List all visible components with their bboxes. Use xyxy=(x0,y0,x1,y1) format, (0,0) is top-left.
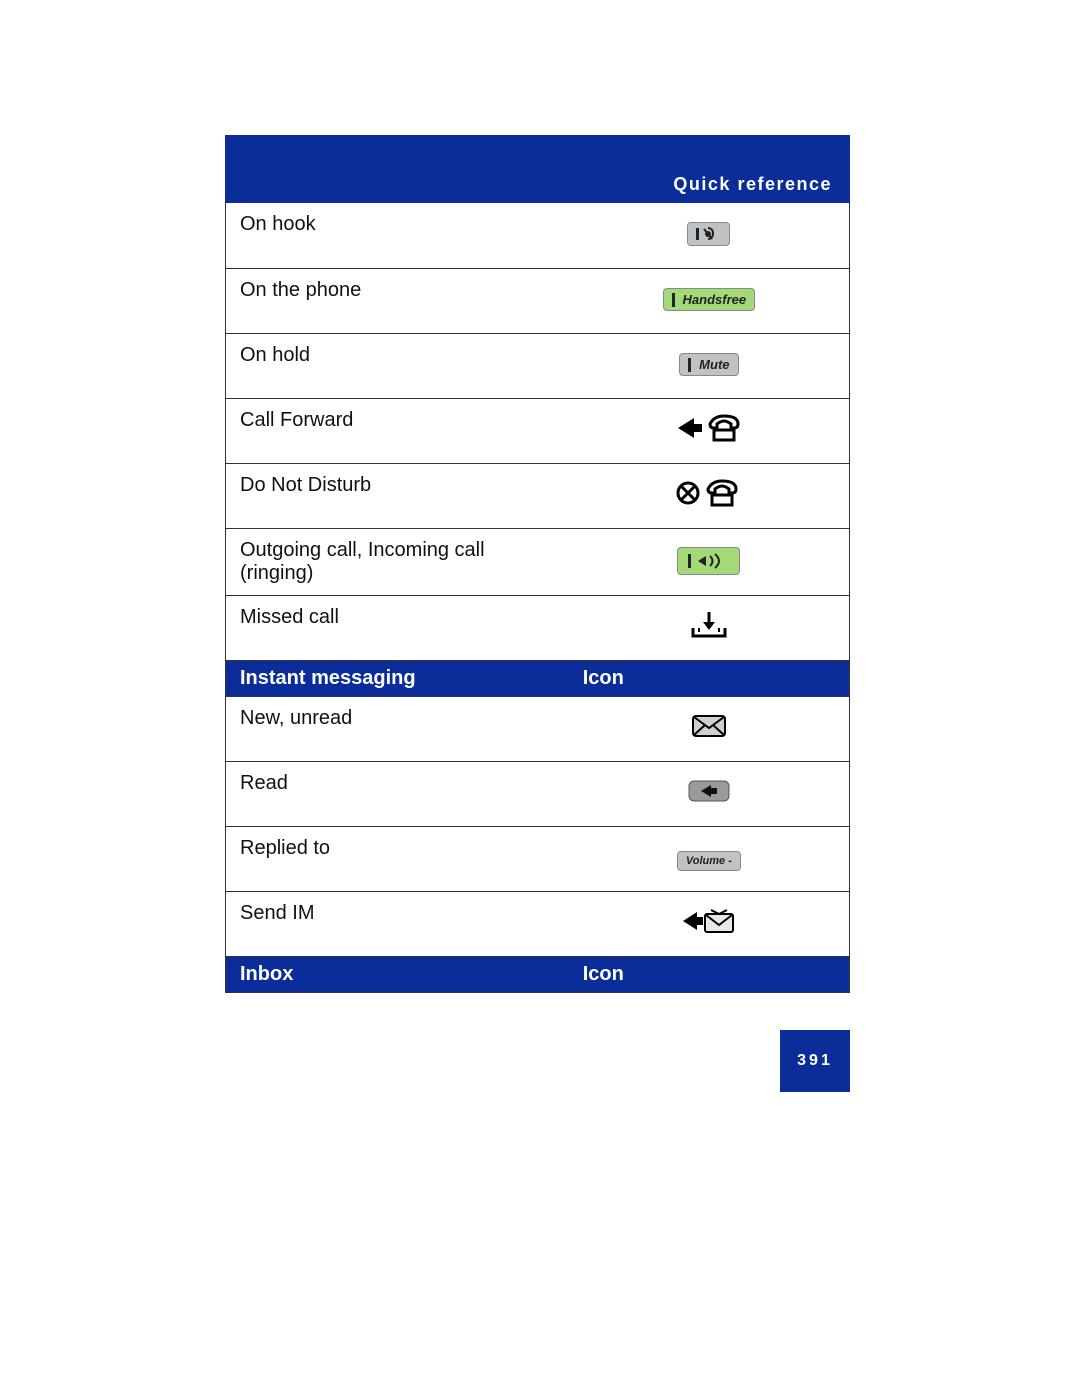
icon-cell-replied: Volume - xyxy=(569,826,850,891)
label-on-hook: On hook xyxy=(226,203,569,268)
mute-pill: Mute xyxy=(679,353,738,376)
row-call-forward: Call Forward xyxy=(226,398,850,463)
missed-call-icon xyxy=(689,610,729,640)
im-header-icon: Icon xyxy=(569,660,850,696)
icon-cell-ringing xyxy=(569,528,850,595)
dnd-icon xyxy=(674,475,744,511)
label-new-unread: New, unread xyxy=(226,696,569,761)
volume-pill: Volume - xyxy=(677,851,741,871)
label-call-forward: Call Forward xyxy=(226,398,569,463)
row-dnd: Do Not Disturb xyxy=(226,463,850,528)
icon-cell-on-phone: Handsfree xyxy=(569,268,850,333)
page-container: Quick reference On hook On the phone Han… xyxy=(225,135,850,993)
volume-pill-text: Volume - xyxy=(686,855,732,867)
label-ringing: Outgoing call, Incoming call (ringing) xyxy=(226,528,569,595)
label-dnd: Do Not Disturb xyxy=(226,463,569,528)
handsfree-pill-text: Handsfree xyxy=(683,292,747,307)
icon-cell-send-im xyxy=(569,891,850,956)
label-on-phone: On the phone xyxy=(226,268,569,333)
inbox-header-icon: Icon xyxy=(569,956,850,992)
header-bar: Quick reference xyxy=(225,135,850,203)
section-header-im: Instant messaging Icon xyxy=(226,660,850,696)
page-number-text: 391 xyxy=(797,1052,833,1070)
call-forward-icon xyxy=(674,410,744,446)
handsfree-pill: Handsfree xyxy=(663,288,756,311)
icon-cell-missed xyxy=(569,595,850,660)
reference-table: On hook On the phone Handsfree On hold xyxy=(225,203,850,993)
on-hook-icon xyxy=(687,222,730,246)
icon-cell-read xyxy=(569,761,850,826)
row-on-hook: On hook xyxy=(226,203,850,268)
icon-cell-call-forward xyxy=(569,398,850,463)
ringing-icon xyxy=(677,547,740,575)
mute-pill-text: Mute xyxy=(699,357,729,372)
row-new-unread: New, unread xyxy=(226,696,850,761)
row-read: Read xyxy=(226,761,850,826)
row-send-im: Send IM xyxy=(226,891,850,956)
header-title: Quick reference xyxy=(673,174,832,195)
row-on-hold: On hold Mute xyxy=(226,333,850,398)
row-missed: Missed call xyxy=(226,595,850,660)
icon-cell-on-hold: Mute xyxy=(569,333,850,398)
label-replied: Replied to xyxy=(226,826,569,891)
label-read: Read xyxy=(226,761,569,826)
icon-cell-dnd xyxy=(569,463,850,528)
label-send-im: Send IM xyxy=(226,891,569,956)
read-icon xyxy=(687,779,731,803)
icon-cell-on-hook xyxy=(569,203,850,268)
row-on-phone: On the phone Handsfree xyxy=(226,268,850,333)
send-im-icon xyxy=(681,906,737,936)
section-header-inbox: Inbox Icon xyxy=(226,956,850,992)
label-missed: Missed call xyxy=(226,595,569,660)
row-replied: Replied to Volume - xyxy=(226,826,850,891)
icon-cell-new-unread xyxy=(569,696,850,761)
page-number: 391 xyxy=(780,1030,850,1092)
row-ringing: Outgoing call, Incoming call (ringing) xyxy=(226,528,850,595)
label-on-hold: On hold xyxy=(226,333,569,398)
envelope-icon xyxy=(691,714,727,738)
im-header-label: Instant messaging xyxy=(226,660,569,696)
inbox-header-label: Inbox xyxy=(226,956,569,992)
